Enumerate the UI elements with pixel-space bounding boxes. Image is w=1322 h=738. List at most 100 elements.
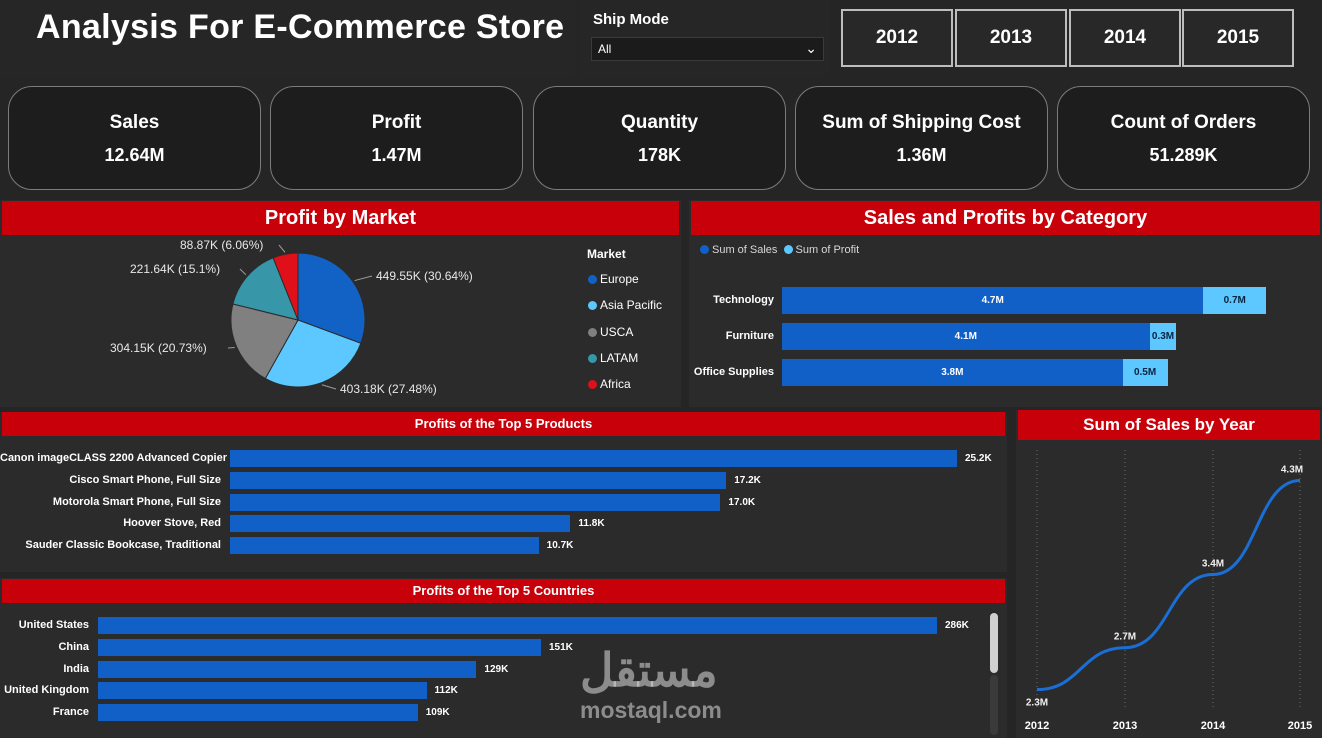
legend-label: Asia Pacific bbox=[600, 298, 663, 313]
kpi-value: 1.47M bbox=[371, 145, 422, 165]
pie-leader-line bbox=[239, 268, 247, 276]
dashboard-title: Analysis For E-Commerce Store bbox=[36, 8, 565, 46]
ship-mode-selected-value: All bbox=[598, 42, 612, 56]
country-value-label: 286K bbox=[945, 620, 969, 631]
top-products-title: Profits of the Top 5 Products bbox=[2, 412, 1005, 436]
profit-bar-segment: 0.3M bbox=[1149, 323, 1177, 350]
legend-item-usca[interactable]: USCA bbox=[588, 319, 662, 345]
top-countries-title: Profits of the Top 5 Countries bbox=[2, 579, 1005, 603]
pie-data-label: 88.87K (6.06%) bbox=[180, 238, 263, 252]
pie-data-label: 221.64K (15.1%) bbox=[130, 262, 220, 276]
line-data-label: 3.4M bbox=[1202, 559, 1224, 570]
product-bar bbox=[230, 493, 721, 511]
line-data-label: 2.3M bbox=[1026, 698, 1048, 709]
product-value-label: 17.2K bbox=[734, 474, 761, 486]
country-label: India bbox=[63, 662, 89, 675]
pie-leader-line bbox=[321, 384, 337, 390]
kpi-value: 51.289K bbox=[1149, 145, 1218, 165]
kpi-label: Profit bbox=[371, 112, 422, 133]
bar-value-label: 0.3M bbox=[1151, 331, 1175, 342]
country-value-label: 109K bbox=[425, 707, 450, 719]
pie-slice-africa[interactable] bbox=[272, 252, 299, 321]
product-label: Hoover Stove, Red bbox=[123, 517, 221, 530]
pie-data-label: 449.55K (30.64%) bbox=[376, 269, 473, 283]
sales-bar-segment: 3.8M bbox=[782, 359, 1123, 386]
line-data-label: 2.7M bbox=[1114, 632, 1136, 643]
chevron-down-icon: ⌄ bbox=[805, 40, 817, 56]
kpi-card-sales: Sales 12.64M bbox=[8, 86, 261, 190]
year-button-2015[interactable]: 2015 bbox=[1182, 9, 1294, 67]
profit-legend-dot bbox=[783, 245, 793, 254]
product-bar bbox=[230, 537, 539, 555]
profit-bar-segment: 0.5M bbox=[1122, 359, 1168, 386]
x-tick-label: 2012 bbox=[1025, 720, 1049, 732]
watermark-logo: مستقل bbox=[580, 644, 718, 696]
legend-item-europe[interactable]: Europe bbox=[588, 266, 662, 292]
profit-by-market-title: Profit by Market bbox=[2, 201, 679, 235]
country-label: United Kingdom bbox=[4, 684, 89, 697]
legend-dot bbox=[588, 301, 597, 311]
legend-item-asia-pacific[interactable]: Asia Pacific bbox=[588, 292, 662, 318]
market-legend-title: Market bbox=[587, 247, 626, 261]
sales-legend-dot bbox=[700, 245, 709, 254]
product-bar bbox=[230, 450, 957, 467]
product-value-label: 10.7K bbox=[546, 540, 574, 552]
countries-scrollbar-thumb[interactable] bbox=[990, 613, 998, 673]
pie-data-label: 403.18K (27.48%) bbox=[340, 382, 437, 396]
top-countries-bar-chart: United States 286K China 151K India 129K Unite… bbox=[0, 617, 1007, 737]
year-button-2013[interactable]: 2013 bbox=[955, 9, 1067, 67]
legend-dot bbox=[588, 380, 597, 390]
sales-by-year-line-chart: 2.3M 2012 2.7M 2013 3.4M 2014 4.3M 2015 bbox=[1025, 450, 1312, 732]
kpi-value: 12.64M bbox=[104, 145, 165, 165]
legend-label: Africa bbox=[600, 377, 631, 392]
ship-mode-dropdown[interactable]: All ⌄ bbox=[591, 37, 824, 61]
country-bar bbox=[98, 682, 427, 700]
product-bar bbox=[230, 515, 571, 533]
sales-bar-segment: 4.7M bbox=[782, 287, 1204, 314]
top-products-bar-chart: Canon imageCLASS 2200 Advanced Copier 25.… bbox=[0, 450, 1007, 570]
sales-by-year-panel bbox=[1016, 410, 1322, 738]
profit-bar-segment: 0.7M bbox=[1203, 287, 1267, 314]
year-button-2014[interactable]: 2014 bbox=[1069, 9, 1181, 67]
pie-slice-usca[interactable] bbox=[230, 303, 299, 380]
bar-value-label: 3.8M bbox=[941, 367, 964, 378]
country-bar bbox=[98, 638, 541, 656]
country-value-label: 129K bbox=[484, 663, 509, 675]
category-label: Technology bbox=[713, 294, 774, 306]
ship-mode-label: Ship Mode bbox=[593, 11, 669, 28]
legend-dot bbox=[588, 275, 597, 284]
title-panel bbox=[0, 0, 575, 78]
legend-label: Europe bbox=[600, 272, 639, 286]
x-tick-label: 2014 bbox=[1201, 720, 1226, 732]
bar-value-label: 0.7M bbox=[1223, 295, 1246, 306]
pie-leader-line bbox=[278, 244, 286, 253]
profit-legend-label: Sum of Profit bbox=[795, 244, 860, 256]
product-bar bbox=[230, 471, 727, 489]
x-tick-label: 2015 bbox=[1288, 720, 1312, 732]
pie-leader-line bbox=[354, 275, 373, 282]
category-title: Sales and Profits by Category bbox=[691, 201, 1320, 235]
year-button-2012[interactable]: 2012 bbox=[841, 9, 953, 67]
country-bar bbox=[98, 617, 937, 634]
legend-label: USCA bbox=[600, 324, 634, 339]
kpi-card-quantity: Quantity 178K bbox=[533, 86, 786, 190]
kpi-card-order-count: Count of Orders 51.289K bbox=[1057, 86, 1310, 190]
kpi-label: Count of Orders bbox=[1110, 112, 1257, 133]
watermark-url: mostaql.com bbox=[580, 697, 722, 723]
bar-value-label: 4.7M bbox=[981, 295, 1004, 306]
sales-line[interactable] bbox=[1036, 478, 1301, 692]
legend-item-africa[interactable]: Africa bbox=[588, 371, 662, 397]
legend-label: LATAM bbox=[600, 350, 639, 365]
legend-dot bbox=[588, 353, 597, 363]
category-legend: Sum of Sales Sum of Profit bbox=[700, 244, 859, 256]
legend-item-latam[interactable]: LATAM bbox=[588, 345, 662, 371]
product-label: Cisco Smart Phone, Full Size bbox=[69, 473, 221, 486]
countries-scrollbar-track[interactable] bbox=[990, 675, 998, 735]
product-value-label: 25.2K bbox=[965, 453, 992, 464]
pie-slice-europe[interactable] bbox=[297, 252, 366, 344]
sales-bar-segment: 4.1M bbox=[782, 323, 1150, 350]
pie-slice-latam[interactable] bbox=[232, 257, 299, 321]
pie-leader-line bbox=[227, 347, 235, 349]
product-label: Motorola Smart Phone, Full Size bbox=[52, 495, 221, 508]
x-tick-label: 2013 bbox=[1113, 720, 1137, 732]
